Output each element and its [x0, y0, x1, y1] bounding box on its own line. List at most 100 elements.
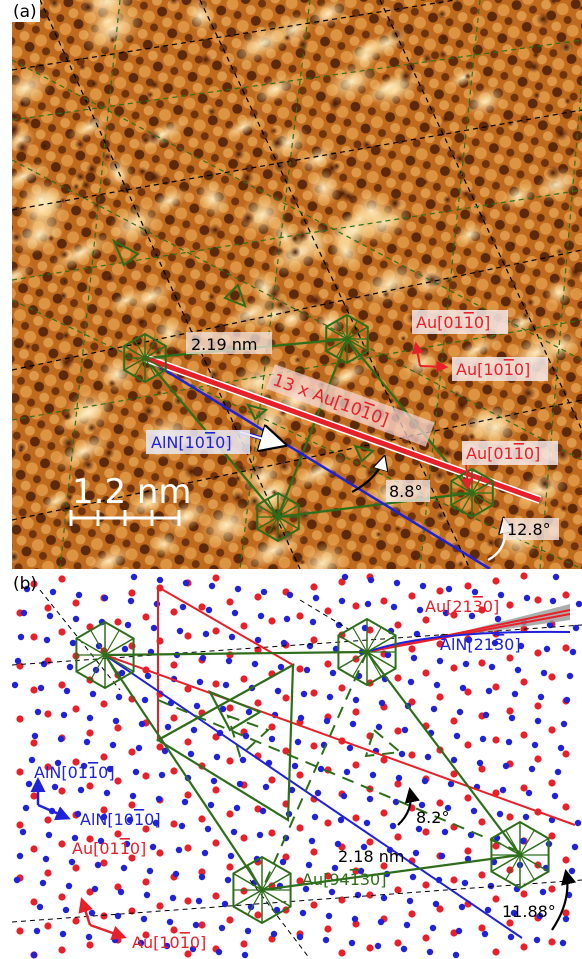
aln-atom [540, 669, 548, 677]
stm-dark-spot [438, 49, 448, 60]
au-atom [548, 885, 556, 893]
aln-atom [384, 651, 392, 659]
au-atom [324, 819, 332, 827]
au-atom [310, 636, 318, 644]
stm-bright-spot [150, 187, 189, 215]
aln-atom [129, 792, 137, 800]
au-atom [394, 780, 402, 788]
stm-bright-spot [19, 178, 63, 222]
au-atom [562, 591, 570, 599]
au-atom [30, 845, 38, 853]
aln-atom [66, 663, 74, 671]
aln-atom [288, 786, 296, 794]
stm-bright-spot [253, 73, 299, 105]
stm-dark-spot [421, 53, 433, 65]
au-atom [240, 675, 248, 683]
aln-atom [302, 885, 310, 893]
au-atom [226, 757, 234, 765]
stm-dark-spot [554, 446, 571, 463]
au-atom [282, 694, 290, 702]
au-atom [100, 859, 108, 867]
aln-atom [482, 711, 490, 719]
au-atom [324, 872, 332, 880]
aln-atom [225, 657, 233, 665]
aln-atom [407, 678, 415, 686]
aln-atom [37, 684, 45, 692]
au-atom [338, 949, 346, 957]
aln-atom [458, 903, 466, 911]
aln-atom [103, 789, 111, 797]
au-atom [240, 940, 248, 948]
panel-a-label-bg [12, 0, 40, 22]
aln-atom [352, 696, 360, 704]
aln-atom [369, 771, 377, 779]
aln-atom [268, 735, 276, 743]
aln-atom [479, 735, 487, 743]
au-atom [184, 897, 192, 905]
stm-bright-spot [298, 144, 338, 173]
stm-dark-spot [232, 148, 245, 161]
aln-atom [222, 681, 230, 689]
au-atom [212, 839, 220, 847]
au-atom [100, 700, 108, 708]
stm-bright-spot [350, 189, 393, 233]
au-atom [450, 876, 458, 884]
aln-atom [536, 912, 544, 920]
aln-atom [507, 933, 515, 941]
angle-arc-b1 [397, 786, 420, 826]
aln-atom [476, 759, 484, 767]
stm-dark-spot [81, 0, 95, 14]
au-atom [408, 645, 416, 653]
au-atom [128, 801, 136, 809]
aln-atom [40, 660, 48, 668]
au-atom [534, 649, 542, 657]
au-atom [436, 693, 444, 701]
au-atom [310, 742, 318, 750]
au-atom [310, 583, 318, 591]
au-atom [58, 893, 66, 901]
au-atom [128, 854, 136, 862]
au-atom [184, 950, 192, 958]
aln-atom [46, 612, 54, 620]
au-atom [212, 627, 220, 635]
au-atom [534, 596, 542, 604]
aln-atom [13, 876, 21, 884]
aln-atom [256, 831, 264, 839]
aln-atom [413, 630, 421, 638]
aln-atom [552, 573, 560, 581]
stm-dark-spot [48, 0, 61, 9]
stm-bright-spot [534, 167, 579, 203]
hexagon [337, 617, 397, 687]
au-atom [324, 925, 332, 933]
aln-atom [416, 606, 424, 614]
stm-dark-spot [423, 272, 440, 288]
aln-atom [156, 576, 164, 584]
stm-dark-spot [567, 264, 582, 280]
au-atom [226, 810, 234, 818]
aln-atom [245, 708, 253, 716]
aln-atom [158, 771, 166, 779]
stm-dark-spot [444, 276, 454, 285]
aln-direction-line [144, 356, 491, 569]
aln-atom [196, 678, 204, 686]
au-atom [310, 848, 318, 856]
aln-atom [337, 816, 345, 824]
moire-grid [12, 0, 582, 569]
aln-atom [262, 783, 270, 791]
aln-atom [239, 756, 247, 764]
stm-dark-spot [135, 315, 148, 328]
au-atom [170, 661, 178, 669]
aln-atom [260, 588, 268, 596]
aln-atom [502, 762, 510, 770]
au-atom [520, 678, 528, 686]
aln-atom [543, 645, 551, 653]
stm-dark-spot [15, 140, 30, 155]
stm-dark-spot [438, 32, 449, 43]
stm-dark-spot [17, 447, 24, 454]
aln-atom [300, 690, 308, 698]
aln-atom [432, 900, 440, 908]
small-triangles [111, 238, 376, 463]
au-atom [310, 901, 318, 909]
stm-dark-spot [453, 152, 467, 166]
au-atom [72, 599, 80, 607]
